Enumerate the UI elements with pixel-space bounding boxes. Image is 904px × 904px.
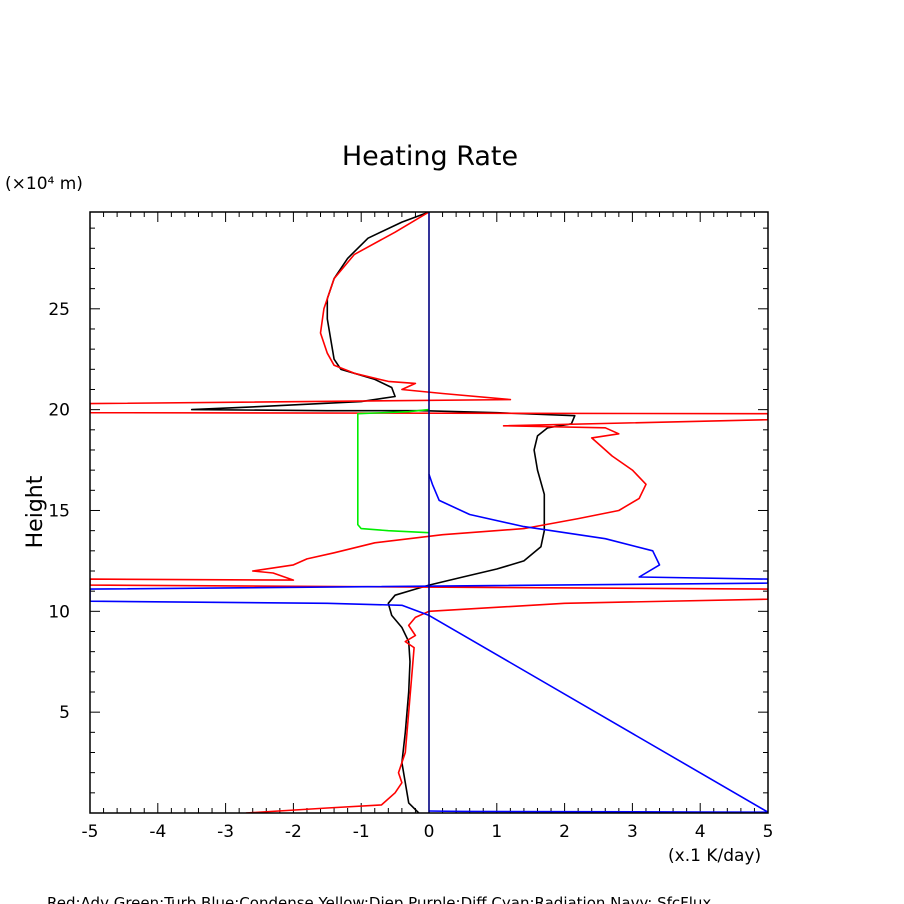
y-tick-label: 25 xyxy=(48,300,70,320)
x-tick-label: 1 xyxy=(491,822,502,842)
series-layer xyxy=(90,212,768,813)
y-axis-unit: (×10⁴ m) xyxy=(5,174,83,194)
x-tick-label: 3 xyxy=(627,822,638,842)
x-tick-label: -3 xyxy=(217,822,234,842)
series-line-3 xyxy=(90,473,768,813)
x-axis-unit: (x.1 K/day) xyxy=(668,846,761,866)
y-axis-label: Height xyxy=(23,475,48,548)
series-line-2 xyxy=(356,408,430,534)
x-tick-label: -2 xyxy=(285,822,302,842)
chart-title: Heating Rate xyxy=(342,141,518,172)
series-line-1 xyxy=(90,212,768,813)
plot-frame xyxy=(89,211,769,814)
axis-ticks xyxy=(89,212,769,813)
y-tick-label: 20 xyxy=(48,401,70,421)
x-tick-label: 0 xyxy=(424,822,435,842)
tick-labels: -5 -4 -3 -2 -1 0 1 2 3 4 5 5 10 15 20 25 xyxy=(48,300,773,842)
x-tick-label: -5 xyxy=(82,822,99,842)
legend-caption: Red:Adv Green:Turb Blue:Condense Yellow:… xyxy=(47,894,711,904)
x-tick-label: 5 xyxy=(763,822,774,842)
x-tick-label: -1 xyxy=(353,822,370,842)
x-tick-label: 4 xyxy=(695,822,706,842)
y-tick-label: 15 xyxy=(48,501,70,521)
y-tick-label: 5 xyxy=(59,703,70,723)
y-tick-label: 10 xyxy=(48,602,70,622)
x-tick-label: -4 xyxy=(149,822,166,842)
series-line-0 xyxy=(190,212,576,813)
x-tick-label: 2 xyxy=(559,822,570,842)
